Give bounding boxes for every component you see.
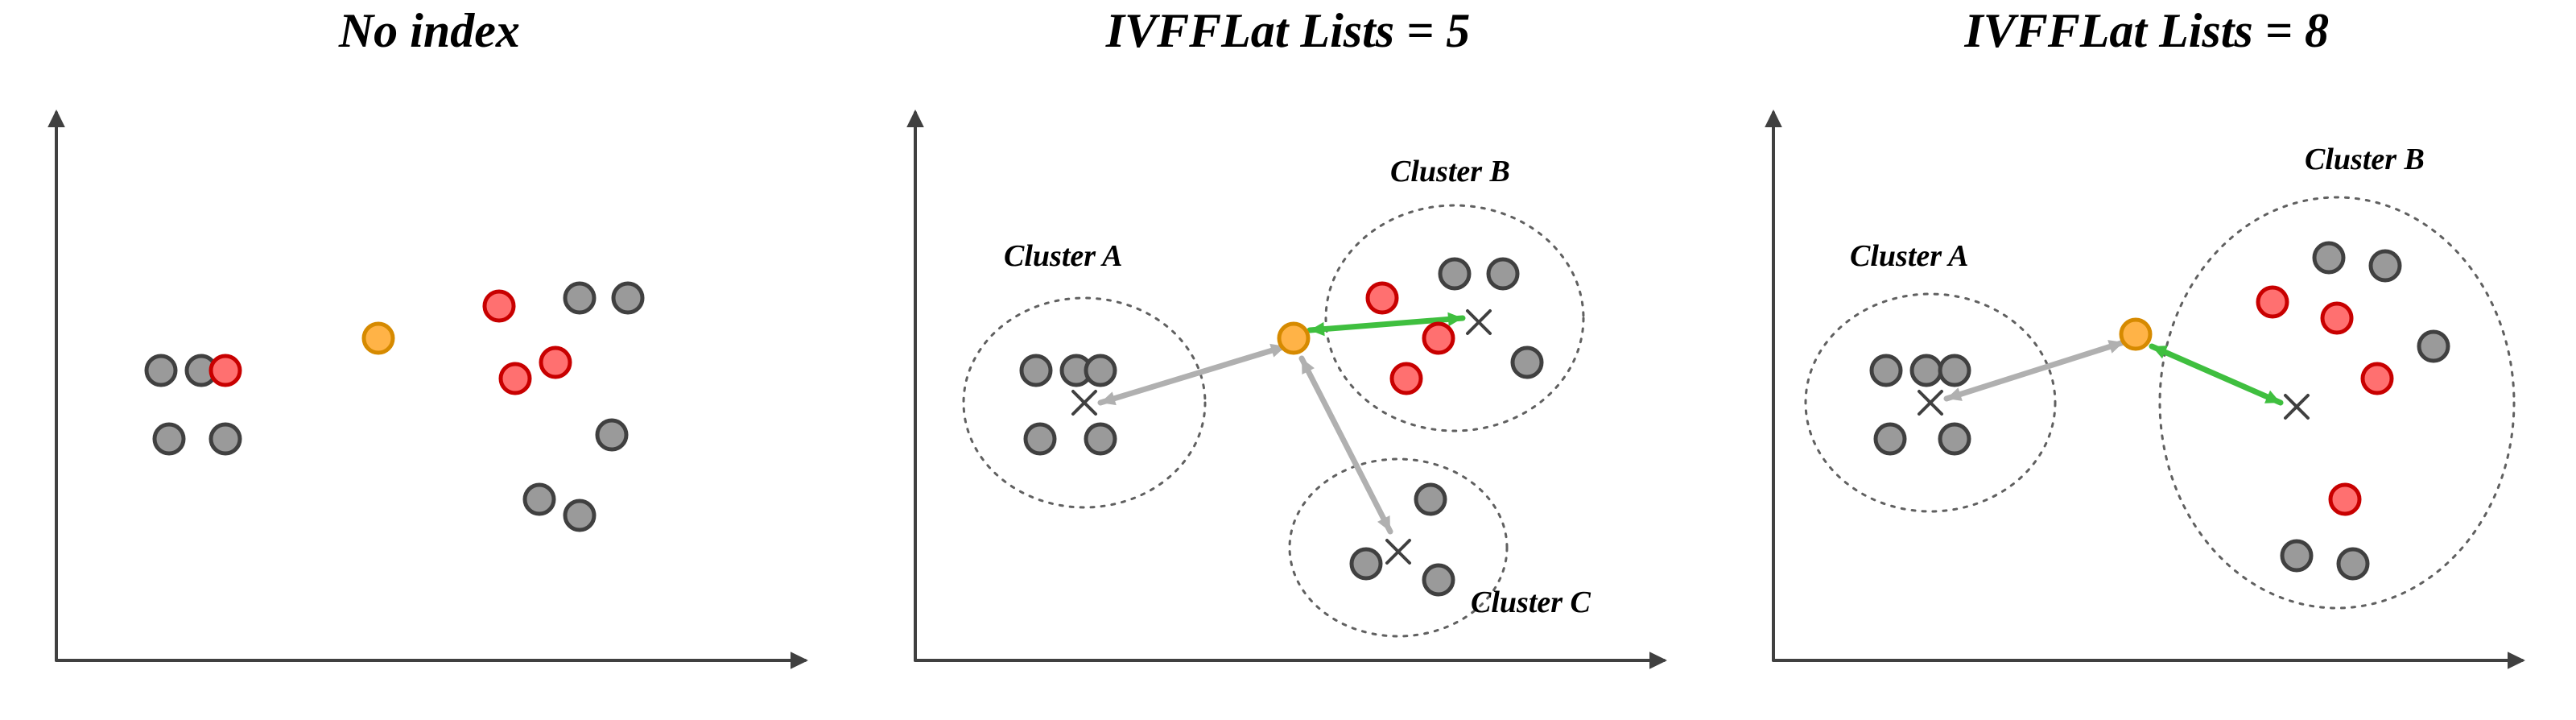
p2-A-gray-3: [1026, 424, 1055, 453]
p3-arrow-green-0: [2152, 346, 2281, 403]
p2-A-centroid: [1073, 391, 1096, 414]
p1-gray-6: [597, 420, 626, 449]
p2-B-red-2: [1392, 364, 1421, 393]
p3-B-gray-1: [2371, 251, 2400, 280]
p2-C-centroid: [1387, 540, 1410, 563]
p1-red-2: [541, 348, 570, 377]
p2-arrow-gray-0: [1100, 344, 1286, 405]
p3-A-gray-3: [1876, 424, 1905, 453]
p3-A-gray-1: [1912, 356, 1941, 385]
p3-B-red-1: [2322, 304, 2351, 333]
p3-B-red-0: [2258, 288, 2287, 317]
panel3-title: IVFFLat Lists = 8: [1964, 3, 2329, 59]
panel3-svg: Cluster A Cluster B: [1717, 0, 2575, 720]
p2-B-red-1: [1424, 324, 1453, 353]
p3-B-gray-3: [2282, 541, 2311, 570]
p3-arrow-gray-0: [1946, 340, 2124, 401]
p3-query: [2121, 320, 2150, 349]
p3-B-red-3: [2330, 485, 2359, 514]
p3-B-centroid: [2285, 395, 2308, 418]
p2-label-C: Cluster C: [1471, 586, 1591, 619]
p3-A-gray-2: [1940, 356, 1969, 385]
p2-query: [1279, 324, 1308, 353]
p2-B-red-0: [1368, 283, 1397, 312]
p2-B-centroid: [1468, 311, 1490, 333]
p3-B-gray-4: [2339, 549, 2368, 578]
p3-B-red-2: [2363, 364, 2392, 393]
p3-label-B: Cluster B: [2305, 143, 2425, 176]
p2-label-B: Cluster B: [1390, 155, 1510, 188]
p1-red-0: [211, 356, 240, 385]
p1-gray-2: [155, 424, 184, 453]
p2-C-gray-0: [1416, 485, 1445, 514]
p1-query: [364, 324, 393, 353]
p2-B-gray-1: [1488, 259, 1517, 288]
panel2-svg: Cluster A Cluster B Cluster C: [859, 0, 1717, 720]
p3-A-gray-0: [1872, 356, 1901, 385]
p1-gray-5: [613, 283, 642, 312]
panel1-title: No index: [339, 3, 520, 59]
p3-label-A: Cluster A: [1850, 239, 1968, 273]
p2-A-gray-0: [1022, 356, 1051, 385]
p1-gray-3: [211, 424, 240, 453]
p2-C-gray-2: [1424, 565, 1453, 594]
p2-C-gray-1: [1352, 549, 1381, 578]
p2-A-gray-4: [1086, 424, 1115, 453]
p1-gray-0: [147, 356, 175, 385]
p2-B-gray-0: [1440, 259, 1469, 288]
p2-A-gray-2: [1086, 356, 1115, 385]
panel-no-index: No index: [0, 0, 859, 720]
p1-gray-8: [565, 501, 594, 530]
panel-ivfflat-8: IVFFLat Lists = 8 Cluster A Cluster B: [1717, 0, 2576, 720]
p1-red-1: [485, 292, 514, 321]
p1-gray-7: [525, 485, 554, 514]
p2-B-gray-2: [1513, 348, 1542, 377]
panel2-title: IVFFLat Lists = 5: [1106, 3, 1471, 59]
p3-B-gray-2: [2419, 332, 2448, 361]
p1-gray-4: [565, 283, 594, 312]
p1-red-3: [501, 364, 530, 393]
panel-ivfflat-5: IVFFLat Lists = 5 Cluster ACluster BClus…: [859, 0, 1718, 720]
p2-arrow-gray-1: [1302, 358, 1390, 532]
p2-label-A: Cluster A: [1004, 239, 1122, 273]
diagram-container: No index IVFFLat Lists = 5 Cluster AClus…: [0, 0, 2576, 720]
panel1-svg: [0, 0, 858, 720]
p3-B-gray-0: [2314, 243, 2343, 272]
p3-A-centroid: [1919, 391, 1942, 414]
p3-A-gray-4: [1940, 424, 1969, 453]
